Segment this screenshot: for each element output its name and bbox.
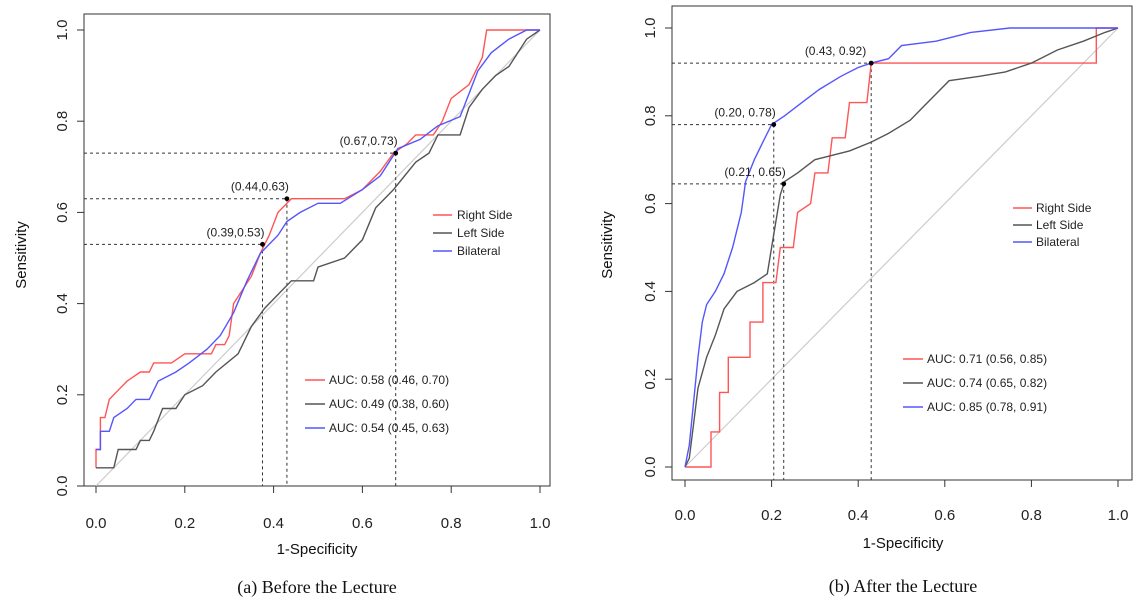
y-axis-label: Sensitivity — [13, 221, 30, 289]
cutoff-point — [771, 122, 777, 127]
y-tick-label: 0.8 — [54, 111, 71, 132]
x-tick-label: 0.0 — [675, 507, 696, 524]
cutoff-point — [284, 196, 290, 202]
y-tick-label: 0.0 — [54, 476, 71, 497]
legend-label: Left Side — [1036, 218, 1084, 232]
x-tick-label: 0.8 — [441, 515, 462, 532]
auc-label: AUC: 0.71 (0.56, 0.85) — [927, 352, 1047, 366]
cutoff-label: (0.43, 0.92) — [805, 44, 866, 58]
legend-label: Left Side — [457, 226, 505, 240]
auc-label: AUC: 0.54 (0.45, 0.63) — [329, 421, 449, 435]
x-tick-label: 0.4 — [848, 507, 869, 524]
diagonal-reference-line — [95, 29, 541, 487]
legend-label: Right Side — [1036, 201, 1092, 215]
cutoff-label: (0.44,0.63) — [231, 180, 289, 194]
cutoff-point — [868, 60, 874, 66]
roc-curve-bilateral — [96, 29, 540, 451]
plot-frame — [671, 5, 1133, 481]
cutoff-label: (0.39,0.53) — [206, 225, 264, 239]
y-tick-label: 0.6 — [642, 193, 659, 214]
roc-curve-bilateral — [684, 27, 1118, 468]
legend-label: Bilateral — [1036, 235, 1079, 249]
diagonal-reference-line — [684, 27, 1119, 468]
cutoff-point — [393, 150, 399, 156]
x-tick-label: 0.2 — [761, 507, 782, 524]
roc-chart-after: 0.0 0.2 0.4 0.6 0.8 1.0 0.0 0.2 0.4 0.6 0.8 1.0 1-Sp… — [599, 5, 1133, 597]
chart-caption: (b) After the Lecture — [829, 576, 977, 597]
x-tick-label: 0.4 — [263, 515, 284, 532]
y-tick-label: 0.8 — [642, 105, 659, 126]
x-axis-label: 1-Specificity — [277, 541, 358, 558]
x-tick-label: 0.2 — [174, 515, 195, 532]
y-tick-label: 1.0 — [642, 18, 659, 39]
x-tick-label: 1.0 — [1108, 507, 1129, 524]
y-tick-label: 1.0 — [54, 20, 71, 41]
y-tick-label: 0.2 — [642, 369, 659, 390]
cutoff-label: (0.67,0.73) — [340, 134, 398, 148]
roc-curve-left-side — [684, 27, 1119, 468]
x-axis-label: 1-Specificity — [863, 535, 944, 552]
legend-label: Right Side — [457, 208, 513, 222]
auc-label: AUC: 0.49 (0.38, 0.60) — [329, 397, 449, 411]
cutoff-label: (0.20, 0.78) — [714, 106, 775, 120]
roc-curve-left-side — [96, 29, 541, 469]
y-tick-label: 0.4 — [642, 281, 659, 302]
roc-chart-before: 0.0 0.2 0.4 0.6 0.8 1.0 0.0 0.2 0.4 0.6 0.8 1.0 1-Sp… — [13, 13, 551, 598]
x-tick-label: 0.8 — [1021, 507, 1042, 524]
auc-label: AUC: 0.85 (0.78, 0.91) — [927, 400, 1047, 414]
auc-label: AUC: 0.58 (0.46, 0.70) — [329, 373, 449, 387]
cutoff-label: (0.21, 0.65) — [724, 165, 785, 179]
roc-curve-right-side — [685, 27, 1118, 468]
x-tick-label: 1.0 — [530, 515, 551, 532]
cutoff-point — [260, 241, 265, 247]
y-tick-label: 0.0 — [642, 457, 659, 478]
chart-caption: (a) Before the Lecture — [237, 577, 396, 598]
y-tick-label: 0.4 — [54, 293, 71, 314]
x-tick-label: 0.0 — [86, 515, 107, 532]
auc-label: AUC: 0.74 (0.65, 0.82) — [927, 376, 1047, 390]
legend-label: Bilateral — [457, 244, 500, 258]
y-tick-label: 0.6 — [54, 202, 71, 223]
y-axis-label: Sensitivity — [599, 211, 616, 279]
x-tick-label: 0.6 — [352, 515, 373, 532]
cutoff-point — [781, 181, 787, 187]
plot-frame — [83, 13, 551, 487]
y-tick-label: 0.2 — [54, 384, 71, 405]
x-tick-label: 0.6 — [934, 507, 955, 524]
